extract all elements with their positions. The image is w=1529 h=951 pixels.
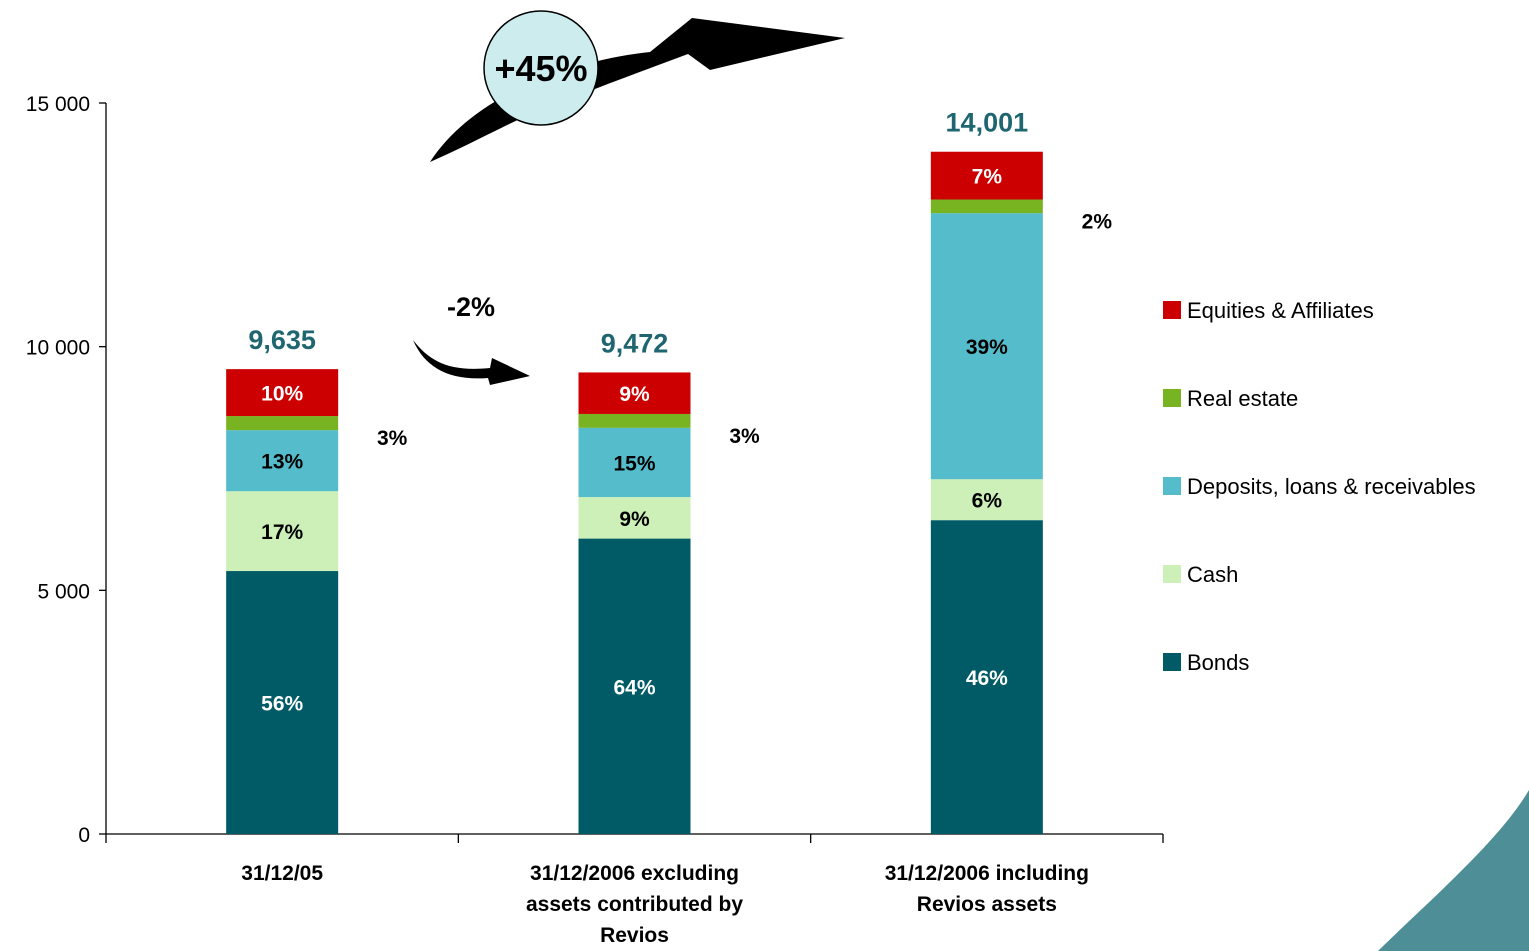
- x-tick-label-line: Revios: [600, 924, 669, 947]
- legend-label: Bonds: [1187, 650, 1249, 675]
- data-label: 2%: [1082, 210, 1113, 233]
- x-tick-label: 31/12/2006 including Revios assets: [885, 862, 1089, 916]
- bar-segment: [578, 427, 691, 498]
- bar-segment: [930, 199, 1043, 214]
- x-axis: 31/12/05 31/12/2006 excluding assets contr…: [105, 833, 1164, 947]
- bar-segment: [930, 520, 1043, 834]
- bar-segment: [226, 571, 339, 834]
- data-label: 9%: [619, 508, 650, 531]
- legend-label: Equities & Affiliates: [1187, 298, 1374, 323]
- total-label: 14,001: [946, 108, 1029, 138]
- data-label: 10%: [261, 383, 303, 406]
- legend-swatch: [1163, 301, 1181, 319]
- x-tick-label-line: 31/12/2006 including: [885, 862, 1089, 885]
- total-label: 9,635: [248, 325, 316, 355]
- data-label: 9%: [619, 383, 650, 406]
- y-tick-label: 15 000: [26, 93, 90, 116]
- data-label: 46%: [966, 667, 1008, 690]
- bar-segment: [578, 372, 691, 414]
- legend-swatch: [1163, 653, 1181, 671]
- legend-label: Real estate: [1187, 386, 1298, 411]
- data-label: 64%: [613, 676, 655, 699]
- data-label: 6%: [972, 490, 1003, 513]
- x-tick-label-line: 31/12/2006 excluding: [530, 862, 739, 885]
- legend-label: Deposits, loans & receivables: [1187, 474, 1476, 499]
- legend-swatch: [1163, 477, 1181, 495]
- bar-segment: [930, 213, 1043, 480]
- legend-swatch: [1163, 565, 1181, 583]
- y-tick-label: 10 000: [26, 337, 90, 360]
- x-tick-label: 31/12/05: [241, 862, 323, 885]
- bar-segment: [578, 413, 691, 428]
- x-tick-label-line: assets contributed by: [526, 893, 743, 916]
- bar-segment: [226, 491, 339, 572]
- data-label: 56%: [261, 693, 303, 716]
- y-axis: 0 5 000 10 000 15 000: [26, 93, 107, 847]
- data-label: 39%: [966, 336, 1008, 359]
- x-tick-label-line: Revios assets: [917, 893, 1057, 916]
- legend: Equities & Affiliates Real estate Deposits…: [1163, 298, 1476, 675]
- corner-accent: [1378, 790, 1529, 951]
- data-label: 3%: [377, 427, 408, 450]
- small-change-arrow: [413, 340, 530, 385]
- data-label: 17%: [261, 521, 303, 544]
- y-tick-label: 5 000: [37, 580, 90, 603]
- bar-segment: [226, 430, 339, 492]
- bar-segment: [578, 497, 691, 539]
- growth-total-label: +45%: [494, 48, 587, 89]
- y-tick-label: 0: [78, 824, 90, 847]
- bar-segment: [226, 369, 339, 417]
- data-label: 7%: [972, 166, 1003, 189]
- x-tick-label-line: 31/12/05: [241, 862, 323, 885]
- total-label: 9,472: [601, 328, 669, 358]
- data-label: 15%: [613, 452, 655, 475]
- legend-label: Cash: [1187, 562, 1238, 587]
- data-label: 3%: [729, 425, 760, 448]
- bar-segment: [930, 151, 1043, 200]
- bar-segment: [930, 479, 1043, 521]
- big-growth-arrow: [430, 18, 845, 162]
- x-tick-label: 31/12/2006 excluding assets contributed b…: [526, 862, 743, 947]
- legend-swatch: [1163, 389, 1181, 407]
- growth-bubble: [483, 10, 599, 126]
- bar-segment: [226, 416, 339, 431]
- bars: 56% 17% 13% 3% 10% 9,635 64% 9% 15% 3% 9% 9,472 46% 6…: [226, 108, 1112, 834]
- bar-segment: [578, 538, 691, 834]
- growth-step-label: -2%: [447, 292, 495, 322]
- data-label: 13%: [261, 451, 303, 474]
